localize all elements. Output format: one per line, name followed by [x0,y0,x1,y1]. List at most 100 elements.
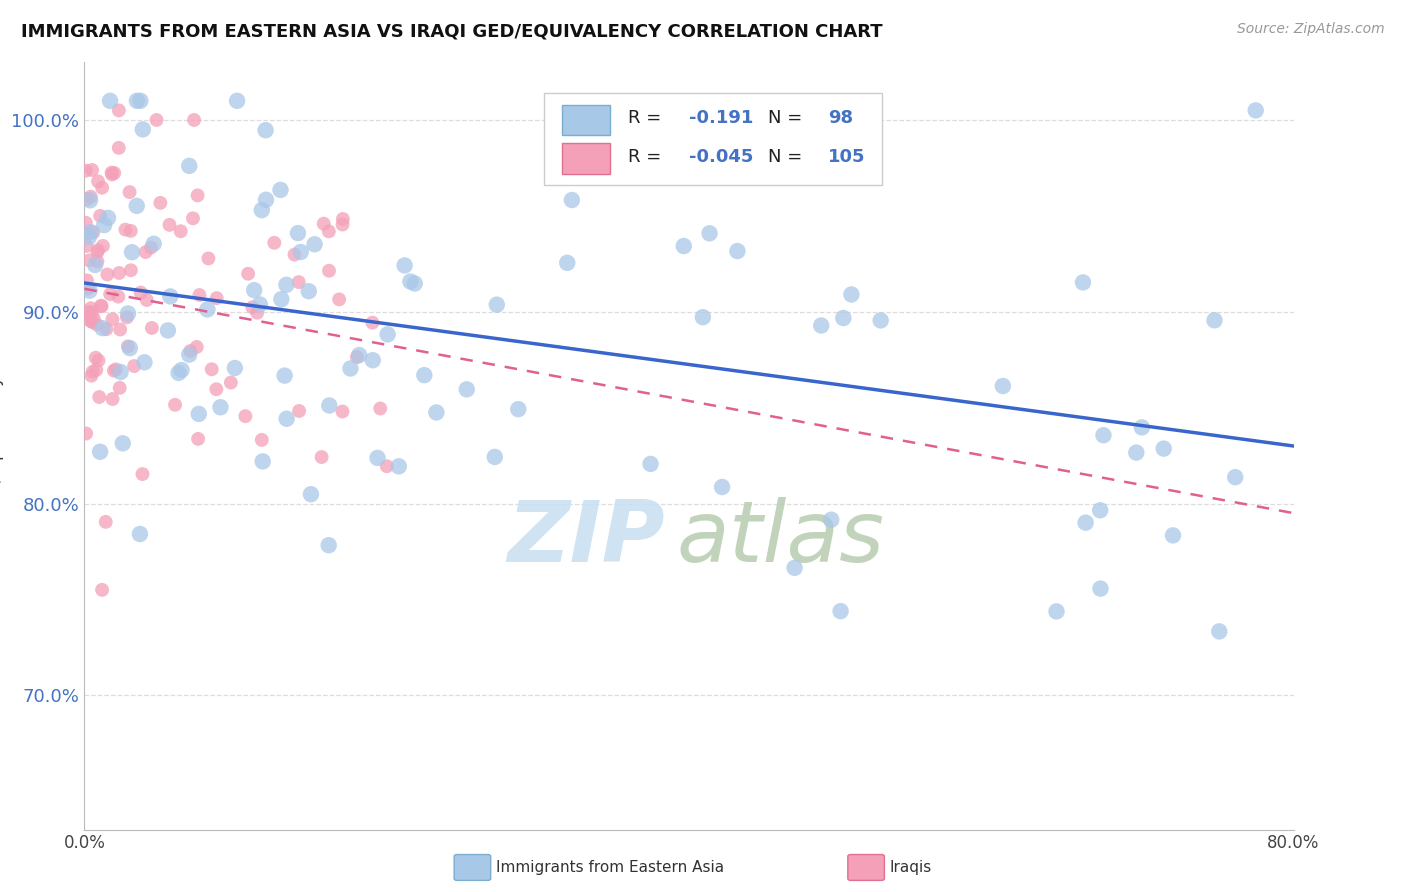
Point [830,604,852,618]
Point [290,245,312,260]
Point [555,256,578,270]
Point [205,291,228,305]
Point [1074,516,1097,530]
Point [159,218,181,232]
Point [83,311,105,326]
Point [79,313,101,327]
Point [283,247,305,261]
Point [79,284,101,298]
Point [125,94,148,108]
Point [224,361,246,376]
Point [142,236,165,251]
Point [145,112,167,127]
Point [91,239,114,253]
Point [167,366,190,380]
Point [131,467,153,481]
Point [79,308,101,322]
Point [170,224,193,238]
Point [242,301,264,315]
Point [375,459,398,474]
Point [699,227,721,241]
Point [118,341,141,355]
Text: R =: R = [628,148,668,166]
Point [1244,103,1267,118]
Point [103,166,125,180]
Point [100,166,122,180]
Text: IMMIGRANTS FROM EASTERN ASIA VS IRAQI GED/EQUIVALENCY CORRELATION CHART: IMMIGRANTS FROM EASTERN ASIA VS IRAQI GE… [21,22,883,40]
Point [91,180,114,194]
Point [186,340,208,354]
Point [187,432,209,446]
Point [90,299,112,313]
Point [299,487,322,501]
Point [89,209,111,223]
Point [312,217,335,231]
Point [197,252,219,266]
Point [252,454,274,468]
Point [298,284,321,298]
Point [250,433,273,447]
Point [187,188,209,202]
Point [235,409,257,424]
Point [270,183,292,197]
Point [201,362,224,376]
Point [80,305,103,319]
Point [91,582,114,597]
Point [399,275,422,289]
Point [583,114,606,128]
Point [367,450,389,465]
Text: ZIP: ZIP [508,497,665,580]
Point [181,211,204,226]
Point [332,212,354,227]
Point [179,159,201,173]
Point [80,163,103,178]
Point [1092,428,1115,442]
Point [80,315,103,329]
Point [1088,503,1111,517]
Point [94,515,117,529]
Point [80,301,103,316]
Point [86,254,108,268]
Bar [562,143,610,174]
Point [108,381,131,395]
Point [170,363,193,377]
Point [783,561,806,575]
Point [1045,604,1067,618]
Point [129,285,152,300]
Point [82,225,104,239]
Point [243,283,266,297]
Point [120,263,142,277]
Point [103,364,125,378]
Point [98,94,121,108]
Point [1153,442,1175,456]
Point [108,103,131,118]
Point [101,312,124,326]
Point [111,436,134,450]
Point [332,218,354,232]
Point [165,398,187,412]
Text: Iraqis: Iraqis [890,861,932,875]
Point [377,327,399,342]
Point [84,351,107,365]
Text: Source: ZipAtlas.com: Source: ZipAtlas.com [1237,22,1385,37]
Point [86,318,108,332]
Point [246,306,269,320]
Point [485,298,508,312]
Point [254,123,277,137]
Point [1071,276,1094,290]
Point [96,322,118,336]
Point [1208,624,1230,639]
Point [107,290,129,304]
Point [209,401,232,415]
Point [197,302,219,317]
Point [121,245,143,260]
Y-axis label: GED/Equivalency: GED/Equivalency [0,375,3,517]
Point [149,195,172,210]
Point [114,222,136,236]
Point [101,392,124,406]
Point [1130,420,1153,434]
Point [1225,470,1247,484]
Point [219,376,242,390]
Point [134,355,156,369]
Point [711,480,734,494]
